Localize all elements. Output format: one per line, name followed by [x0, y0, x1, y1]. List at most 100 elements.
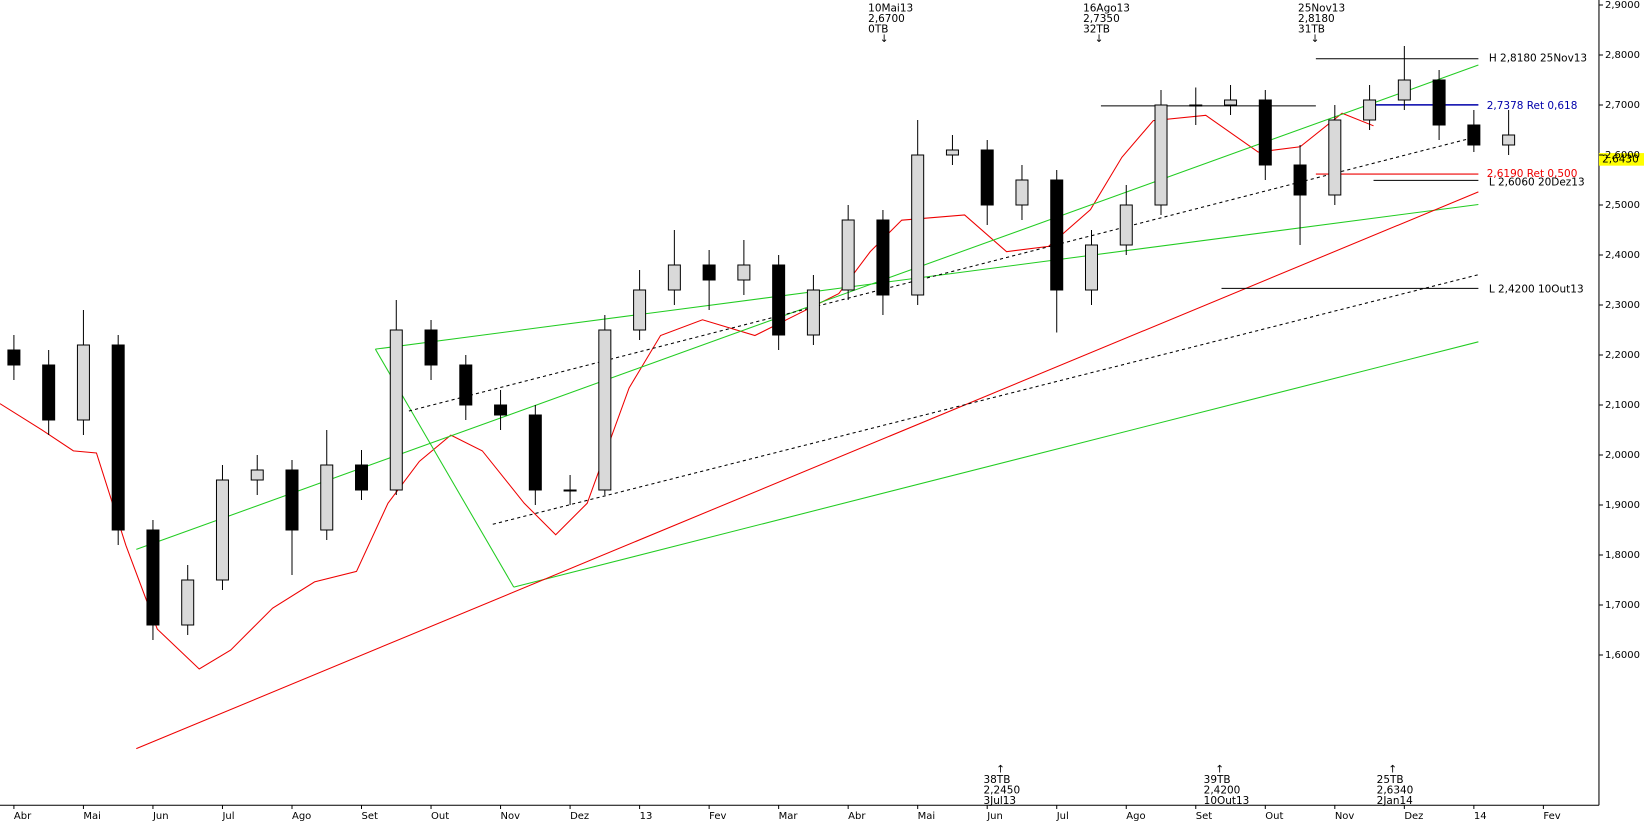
marker-price: 2,8180: [1298, 13, 1335, 25]
candle-body: [806, 289, 820, 336]
candle-body: [146, 529, 160, 626]
candle-body: [250, 469, 264, 481]
candle-body: [1397, 79, 1411, 101]
arrow: ↓: [1095, 33, 1104, 45]
marker-count: 0TB: [868, 23, 888, 35]
arrow: ↓: [1311, 33, 1320, 45]
marker-date: 16Ago13: [1083, 2, 1130, 14]
candle-body: [1363, 99, 1377, 121]
y-tick-label: 2,4000: [1605, 250, 1640, 261]
candle-body: [1119, 204, 1133, 246]
candle-body: [1189, 104, 1203, 107]
marker-count: 32TB: [1083, 23, 1110, 35]
candle-body: [876, 219, 890, 296]
channel-line: [375, 203, 1479, 350]
level-label: L 2,6060 20Dez13: [1489, 176, 1585, 188]
last-price: 2,6430: [1602, 153, 1639, 165]
x-tick-label: Jul: [1056, 811, 1069, 822]
candle-body: [459, 364, 473, 406]
x-tick-label: Mar: [779, 811, 799, 822]
level-label: H 2,8180 25Nov13: [1489, 53, 1587, 65]
candle-body: [1467, 124, 1481, 146]
x-tick-label: Ago: [1126, 811, 1145, 822]
moving-average: [0, 112, 1374, 670]
candle-body: [911, 154, 925, 296]
candle-body: [1502, 134, 1516, 146]
arrow: ↑: [1215, 764, 1224, 776]
annotations: 10Mai13 2,6700 0TB ↓ 16Ago13 2,7350 32TB…: [868, 2, 1644, 807]
level-label: 2,7378 Ret 0,618: [1487, 100, 1578, 112]
x-tick-label: Dez: [1404, 811, 1423, 822]
x-tick-label: Nov: [501, 811, 521, 822]
level-label: L 2,4200 10Out13: [1489, 283, 1584, 295]
arrow: ↑: [996, 764, 1005, 776]
marker-price: 2,2450: [983, 785, 1020, 797]
candle-body: [980, 149, 994, 206]
x-tick-label: Fev: [1543, 811, 1560, 822]
y-tick-label: 1,8000: [1605, 550, 1640, 561]
candle-body: [1050, 179, 1064, 291]
x-tick-label: Nov: [1335, 811, 1355, 822]
x-tick-label: Abr: [848, 811, 866, 822]
candle-body: [1293, 164, 1307, 196]
x-tick-label: Jun: [152, 811, 169, 822]
x-tick-label: Set: [1196, 811, 1213, 822]
marker-price: 2,6340: [1377, 785, 1414, 797]
x-tick-label: Set: [362, 811, 379, 822]
x-tick-label: Ago: [292, 811, 311, 822]
candle-body: [1432, 79, 1446, 126]
trend-line: [136, 191, 1479, 750]
candle-body: [285, 469, 299, 531]
candle-body: [424, 329, 438, 366]
candle-body: [1258, 99, 1272, 166]
x-tick-label: Out: [431, 811, 449, 822]
marker-count: 38TB: [983, 774, 1010, 786]
marker-date: 25Nov13: [1298, 2, 1345, 14]
y-tick-label: 2,6000: [1605, 150, 1640, 161]
y-tick-label: 2,2000: [1605, 350, 1640, 361]
x-tick-label: Dez: [570, 811, 589, 822]
candle-body: [42, 364, 56, 421]
candle-body: [528, 414, 542, 491]
candle-body: [1154, 104, 1168, 206]
arrow: ↑: [1388, 764, 1397, 776]
marker-price: 2,6700: [868, 13, 905, 25]
candle-body: [76, 344, 90, 421]
candle-body: [667, 264, 681, 291]
marker-date: 2Jan14: [1377, 795, 1413, 807]
marker-count: 31TB: [1298, 23, 1325, 35]
candle-body: [7, 349, 21, 366]
y-tick-label: 2,0000: [1605, 450, 1640, 461]
x-tick-label: Fev: [709, 811, 726, 822]
price-box: [1598, 153, 1644, 166]
y-tick-label: 2,5000: [1605, 200, 1640, 211]
x-tick-label: 14: [1474, 811, 1487, 822]
x-tick-label: Mai: [918, 811, 936, 822]
x-tick-label: 13: [640, 811, 653, 822]
channel-line: [513, 341, 1479, 588]
marker-price: 2,4200: [1204, 785, 1241, 797]
candle-body: [945, 149, 959, 156]
marker-count: 39TB: [1204, 774, 1231, 786]
candle-body: [1015, 179, 1029, 206]
y-tick-label: 1,7000: [1605, 600, 1640, 611]
candle-body: [598, 329, 612, 491]
x-tick-label: Jul: [221, 811, 234, 822]
candle-body: [320, 464, 334, 531]
candle-body: [702, 264, 716, 281]
candle-body: [772, 264, 786, 336]
candle-body: [563, 489, 577, 492]
y-tick-label: 1,9000: [1605, 500, 1640, 511]
y-tick-label: 2,3000: [1605, 300, 1640, 311]
candle-body: [1084, 244, 1098, 291]
marker-date: 10Mai13: [868, 2, 913, 14]
dashed-line: [408, 135, 1479, 412]
candle-body: [181, 579, 195, 626]
y-tick-label: 2,8000: [1605, 50, 1640, 61]
marker-count: 25TB: [1377, 774, 1404, 786]
candle-body: [389, 329, 403, 491]
y-tick-label: 2,9000: [1605, 0, 1640, 11]
marker-date: 10Out13: [1204, 795, 1250, 807]
x-tick-label: Mai: [83, 811, 101, 822]
studies: [0, 0, 1600, 806]
